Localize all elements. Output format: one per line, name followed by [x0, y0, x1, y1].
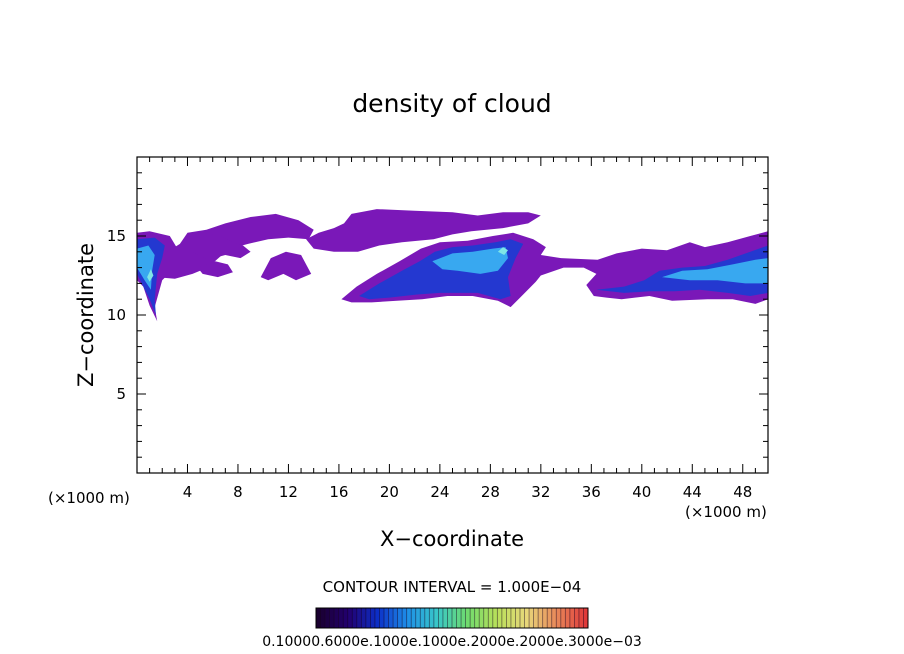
colorbar-cell [352, 608, 358, 628]
colorbar-cell [343, 608, 349, 628]
x-tick-label: 16 [329, 483, 348, 501]
cloud-region-mid-9 [596, 245, 768, 296]
colorbar-cell [492, 608, 498, 628]
colorbar-labels: 0.10000.6000e.1000e.1000e.2000e.2000e.30… [262, 634, 642, 650]
colorbar-cell [438, 608, 444, 628]
x-unit-label: (×1000 m) [685, 503, 767, 521]
colorbar-cell [474, 608, 480, 628]
y-tick-label: 5 [116, 385, 126, 403]
cloud-region-low-4 [260, 251, 312, 281]
colorbar-cell [538, 608, 543, 628]
colorbar-cell [379, 608, 385, 628]
colorbar-cell [356, 608, 362, 628]
x-tick-label: 36 [582, 483, 601, 501]
x-tick-label: 44 [683, 483, 702, 501]
colorbar-cell [411, 608, 417, 628]
cloud-region-peak-14 [147, 269, 154, 282]
y-tick-label: 10 [107, 306, 126, 324]
colorbar-cell [415, 608, 421, 628]
contour-interval-label: CONTOUR INTERVAL = 1.000E−04 [323, 578, 582, 596]
colorbar-cell [429, 608, 435, 628]
x-tick-labels: 4 8 12 16 20 24 28 32 36 40 44 48 [183, 483, 753, 501]
x-tick-label: 8 [233, 483, 243, 501]
colorbar-cell [510, 608, 516, 628]
x-tick-label: 12 [279, 483, 298, 501]
x-tick-label: 4 [183, 483, 193, 501]
colorbar-cell [329, 608, 335, 628]
colorbar-cell [338, 608, 344, 628]
colorbar-cell [542, 608, 548, 628]
cloud-region-high-12 [662, 258, 768, 284]
x-axis-label: X−coordinate [380, 527, 524, 551]
cloud-region-low-3 [197, 261, 233, 278]
colorbar-frame [315, 607, 589, 629]
cloud-region-low-2 [192, 232, 251, 260]
colorbar-cell [547, 608, 553, 628]
colorbar-cell [483, 608, 489, 628]
colorbar-cell [420, 608, 426, 628]
colorbar-cell [506, 608, 512, 628]
colorbar-cell [384, 608, 389, 628]
x-tick-label: 40 [632, 483, 651, 501]
y-tick-label: 15 [107, 227, 126, 245]
x-tick-label: 20 [380, 483, 399, 501]
colorbar-cell [569, 608, 575, 628]
x-tick-label: 48 [733, 483, 752, 501]
colorbar-cell [370, 608, 376, 628]
colorbar-cell [565, 608, 571, 628]
colorbar-cell [501, 608, 507, 628]
colorbar-cell [551, 608, 557, 628]
chart-title: density of cloud [352, 89, 551, 118]
colorbar-cell [533, 608, 539, 628]
colorbar-cell [397, 608, 403, 628]
colorbar-cell [452, 608, 457, 628]
colorbar-cell [515, 608, 521, 628]
x-tick-label: 32 [531, 483, 550, 501]
colorbar-cell [524, 608, 530, 628]
colorbar [315, 608, 589, 628]
colorbar-cell [461, 608, 466, 628]
colorbar-cell [529, 608, 534, 628]
colorbar-cell [456, 608, 462, 628]
x-tick-label: 28 [481, 483, 500, 501]
colorbar-cell [497, 608, 503, 628]
cloud-region-low-5 [306, 209, 541, 252]
colorbar-cell [316, 608, 321, 628]
x-tick-label: 24 [430, 483, 449, 501]
colorbar-cell [374, 608, 380, 628]
colorbar-cell [574, 608, 580, 628]
colorbar-cell [488, 608, 494, 628]
y-tick-labels: 5 10 15 [107, 227, 126, 403]
colorbar-cell [320, 608, 326, 628]
colorbar-cell [470, 608, 475, 628]
colorbar-cell [334, 608, 339, 628]
y-unit-label: (×1000 m) [48, 489, 130, 507]
cloud-region-high-11 [432, 247, 508, 274]
colorbar-cell [361, 608, 367, 628]
colorbar-cell [393, 608, 398, 628]
colorbar-cell [347, 608, 353, 628]
colorbar-cell [560, 608, 566, 628]
colorbar-cell [578, 608, 584, 628]
plot-area [137, 209, 768, 322]
colorbar-cell [402, 608, 407, 628]
axis-ticks [137, 157, 768, 473]
colorbar-cell [583, 608, 589, 628]
colorbar-cell [520, 608, 525, 628]
cloud-region-peak-13 [497, 247, 508, 255]
colorbar-cell [424, 608, 430, 628]
colorbar-cell [479, 608, 485, 628]
colorbar-cell [556, 608, 562, 628]
colorbar-cell [447, 608, 453, 628]
colorbar-cell [388, 608, 394, 628]
y-axis-label: Z−coordinate [74, 243, 98, 387]
colorbar-cell [365, 608, 371, 628]
colorbar-cell [325, 608, 330, 628]
colorbar-cell [433, 608, 439, 628]
colorbar-cell [465, 608, 471, 628]
plot-frame [136, 156, 769, 474]
colorbar-cell [442, 608, 448, 628]
colorbar-cell [406, 608, 412, 628]
